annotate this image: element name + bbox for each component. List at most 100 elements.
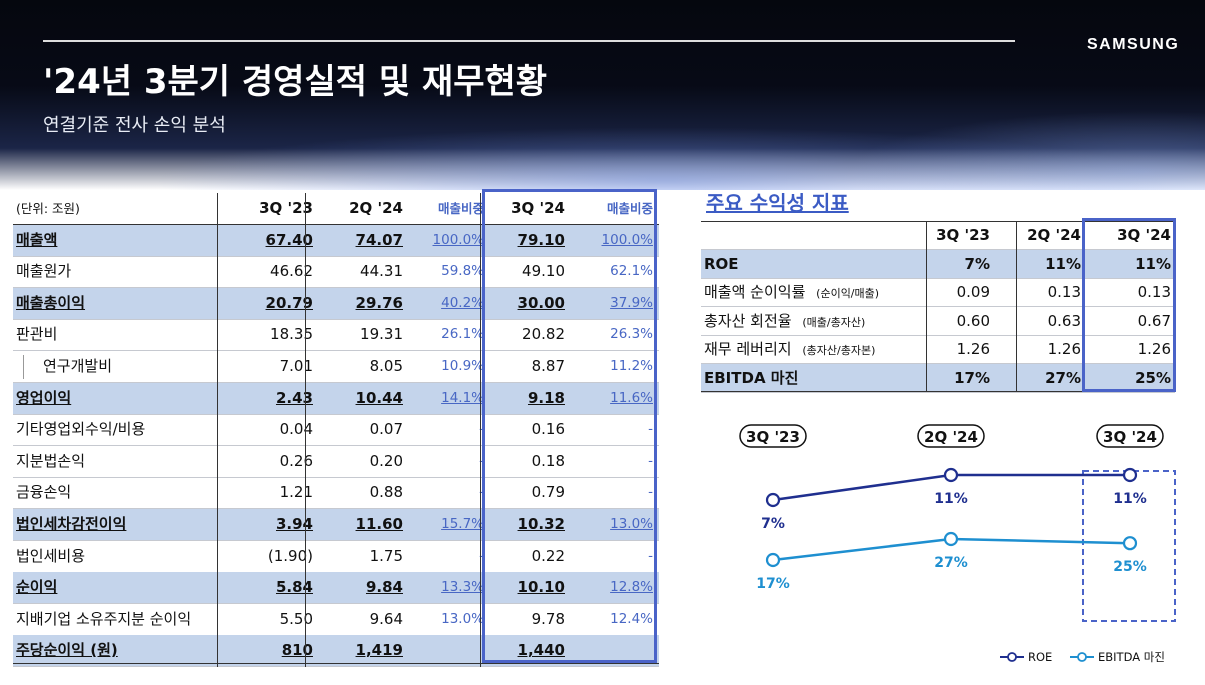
data-label: 7% <box>761 516 785 532</box>
category-label: 3Q '23 <box>746 428 800 446</box>
side-current-quarter-box <box>1082 218 1176 392</box>
value-3q24: 1,440 <box>517 641 565 660</box>
ratio-3q24: 12.4% <box>610 610 653 627</box>
value-3q23: 2.43 <box>275 388 313 407</box>
ratio-3q24: 37.9% <box>610 294 653 311</box>
value-2q24: 44.31 <box>360 262 403 281</box>
column-header: 매출비중 <box>606 201 653 216</box>
table-row: 법인세비용 (1.90) 1.75 - 0.22 - <box>13 541 659 573</box>
value-2q24: 1.75 <box>369 546 403 565</box>
side-value-3q24: 25% <box>1135 368 1171 387</box>
data-point <box>765 552 781 568</box>
value-3q24: 20.82 <box>522 325 565 344</box>
table-row: 영업이익 2.43 10.44 14.1% 9.18 11.6% <box>13 382 659 415</box>
value-2q24: 9.64 <box>369 609 403 628</box>
ratio-3q24: 11.6% <box>610 389 653 406</box>
data-label: 11% <box>934 491 968 507</box>
value-3q23: 0.04 <box>279 420 313 439</box>
metric-name: 매출액 순이익률 <box>704 283 806 301</box>
value-3q23: 67.40 <box>265 230 313 249</box>
unit-label: (단위: 조원) <box>16 201 80 216</box>
ratio-2q24: - <box>479 484 484 501</box>
value-2q24: 29.76 <box>355 293 403 312</box>
value-3q23: 1.21 <box>279 483 313 502</box>
side-value-2q24: 11% <box>1045 254 1081 273</box>
ratio-3q24: - <box>648 421 653 438</box>
value-3q24: 9.78 <box>531 609 565 628</box>
ratio-3q24: 100.0% <box>601 231 653 248</box>
ratio-2q24: 14.1% <box>441 389 484 406</box>
column-divider <box>305 193 306 667</box>
side-column-header: 2Q '24 <box>1027 226 1081 244</box>
side-table-row: 총자산 회전율 (매출/총자산) 0.60 0.63 0.67 <box>701 307 1175 336</box>
side-value-3q23: 0.09 <box>956 283 990 301</box>
ratio-3q24: 12.8% <box>610 579 653 596</box>
value-2q24: 10.44 <box>355 388 403 407</box>
row-label: 금융손익 <box>16 483 72 502</box>
current-quarter-highlight-box <box>482 189 657 663</box>
legend-marker <box>1007 652 1017 662</box>
side-column-header: 3Q '23 <box>936 226 990 244</box>
side-row-label: 매출액 순이익률 (순이익/매출) <box>704 278 879 306</box>
value-3q24: 9.18 <box>527 388 565 407</box>
value-3q23: 3.94 <box>275 515 313 533</box>
row-label: 지배기업 소유주지분 순이익 <box>16 609 192 628</box>
side-column-divider <box>1016 221 1017 392</box>
table-row: 금융손익 1.21 0.88 - 0.79 - <box>13 477 659 510</box>
category-pill <box>1096 424 1164 448</box>
side-row-label: 총자산 회전율 (매출/총자산) <box>704 307 865 335</box>
ratio-3q24: - <box>648 547 653 564</box>
metric-name: 재무 레버리지 <box>704 340 792 358</box>
category-label: 3Q '24 <box>1103 428 1157 446</box>
value-3q24: 0.16 <box>531 420 565 439</box>
value-3q23: 20.79 <box>265 293 313 312</box>
side-row-label: EBITDA 마진 <box>704 364 798 392</box>
value-3q24: 8.87 <box>531 357 565 375</box>
column-divider <box>480 193 481 667</box>
value-2q24: 0.20 <box>369 451 403 470</box>
ratio-2q24: - <box>479 547 484 564</box>
table-row: 매출액 67.40 74.07 100.0% 79.10 100.0% <box>13 224 659 257</box>
category-pill <box>739 424 807 448</box>
value-2q24: 8.05 <box>369 357 403 375</box>
side-value-2q24: 27% <box>1045 368 1081 387</box>
row-label: 매출원가 <box>16 262 72 281</box>
value-3q23: 5.84 <box>275 578 313 597</box>
data-label: 25% <box>1113 559 1147 575</box>
column-header: 3Q '24 <box>511 199 565 217</box>
profitability-title: 주요 수익성 지표 <box>706 191 849 215</box>
value-3q23: 46.62 <box>270 262 313 281</box>
data-label: 17% <box>756 576 790 592</box>
ratio-2q24: - <box>479 421 484 438</box>
ratio-2q24: - <box>479 452 484 469</box>
row-label: 순이익 <box>16 578 58 597</box>
side-value-3q24: 1.26 <box>1137 340 1171 358</box>
table-row: 연구개발비 7.01 8.05 10.9% 8.87 11.2% <box>13 351 659 383</box>
data-point <box>1122 467 1138 483</box>
value-3q24: 30.00 <box>517 293 565 312</box>
side-value-3q23: 7% <box>964 254 990 273</box>
metric-name: ROE <box>704 254 739 273</box>
ratio-2q24: 26.1% <box>441 326 484 343</box>
header-divider <box>43 40 1015 42</box>
side-table-row: EBITDA 마진 17% 27% 25% <box>701 363 1175 393</box>
side-row-label: ROE <box>704 250 739 278</box>
side-value-2q24: 0.63 <box>1047 311 1081 330</box>
row-label: 매출액 <box>16 230 58 249</box>
side-table-row: 재무 레버리지 (총자산/총자본) 1.26 1.26 1.26 <box>701 335 1175 364</box>
category-pill <box>917 424 985 448</box>
value-3q23: 7.01 <box>279 357 313 375</box>
ratio-2q24: 100.0% <box>432 231 484 248</box>
ratio-3q24: 13.0% <box>610 516 653 532</box>
side-table-bottom-rule <box>701 391 1175 392</box>
row-label: 법인세비용 <box>16 546 86 565</box>
value-3q23: 18.35 <box>270 325 313 344</box>
side-table-row: ROE 7% 11% 11% <box>701 249 1175 279</box>
table-row: 지배기업 소유주지분 순이익 5.50 9.64 13.0% 9.78 12.4% <box>13 604 659 636</box>
value-2q24: 19.31 <box>360 325 403 344</box>
side-table-row: 매출액 순이익률 (순이익/매출) 0.09 0.13 0.13 <box>701 278 1175 307</box>
value-2q24: 11.60 <box>355 515 403 533</box>
value-3q24: 49.10 <box>522 262 565 281</box>
row-label: 지분법손익 <box>16 451 86 470</box>
metric-name: 총자산 회전율 <box>704 311 792 330</box>
